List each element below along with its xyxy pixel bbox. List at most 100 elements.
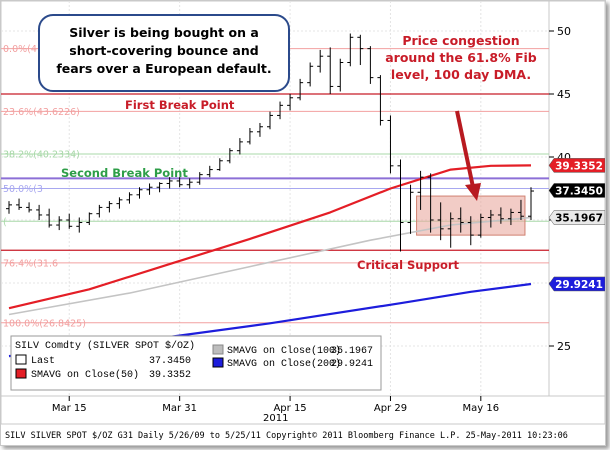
candle (46, 208, 53, 228)
fib-label: 100.0%(26.8425) (3, 318, 86, 329)
legend-label-last: Last (31, 356, 55, 367)
x-tick-label: Apr 15 (273, 403, 306, 414)
candle (186, 178, 193, 189)
candle (377, 75, 384, 126)
candle (277, 101, 284, 120)
candle (417, 170, 424, 210)
candle (156, 182, 163, 193)
congestion-arrow (455, 110, 475, 188)
candle (467, 216, 474, 246)
y-tick-label: 50 (557, 25, 571, 38)
candle (166, 177, 173, 189)
silver-price-chart: 0.0%(4 23.6%(43.6226) 38.2%(40.2334) 50.0%(… (0, 0, 606, 441)
legend-value-sma50: 39.3352 (149, 370, 191, 381)
candle (146, 183, 153, 195)
date-axis-panel (0, 395, 606, 425)
candle (176, 177, 183, 188)
legend-swatch-sma200 (212, 357, 224, 368)
candle (297, 78, 304, 101)
legend-value-sma100: 35.1967 (331, 346, 373, 357)
y-tick-label: 45 (557, 88, 571, 101)
candle (397, 159, 404, 252)
fib-label: ( (3, 217, 7, 228)
fib-label: 0.0%(4 (3, 44, 37, 55)
candle (206, 165, 213, 178)
price-axis-panel (548, 0, 606, 397)
candle (367, 46, 374, 84)
candle (196, 172, 203, 185)
price-tags: 39.3352 37.3450 35.1967 29.9241 (548, 158, 606, 292)
candle (387, 115, 394, 174)
legend-title: SILV Comdty (SILVER SPOT $/OZ) (15, 340, 195, 352)
fib-label: 23.6%(43.6226) (3, 107, 80, 118)
x-tick-label: Mar 15 (52, 403, 87, 414)
candle (427, 173, 434, 233)
candle (317, 49, 324, 73)
candle (287, 94, 294, 111)
candle (437, 202, 444, 241)
first-break-label: First Break Point (125, 98, 235, 112)
sma100-line (8, 216, 532, 316)
candle (447, 212, 454, 248)
second-break-label: Second Break Point (61, 166, 188, 180)
candlesticks (6, 33, 534, 252)
candle (126, 192, 133, 204)
fib-label: 38.2%(40.2334) (3, 150, 80, 161)
date-axis-ticks: Mar 15 Mar 31 Apr 15 Apr 29 May 16 (52, 396, 499, 414)
price-tag-label: 29.9241 (555, 279, 603, 291)
candle (6, 201, 12, 214)
x-tick-label: Mar 31 (162, 403, 197, 414)
critical-support-label: Critical Support (357, 258, 460, 272)
price-tag-label: 35.1967 (555, 213, 603, 225)
legend-value-sma200: 29.9241 (331, 359, 373, 370)
legend-swatch-sma100 (212, 344, 224, 355)
candle (327, 47, 334, 94)
candle (116, 197, 123, 209)
candle (226, 148, 233, 164)
candle (36, 204, 43, 220)
x-tick-label: Apr 29 (374, 403, 407, 414)
candle (337, 58, 344, 92)
callout-box (38, 14, 290, 92)
candle (246, 128, 253, 145)
candle (86, 212, 93, 226)
candle (256, 122, 263, 137)
break-lines (1, 93, 549, 251)
candle (76, 217, 83, 233)
y-tick-label: 25 (557, 340, 571, 353)
legend: SILV Comdty (SILVER SPOT $/OZ) Last 37.3… (10, 335, 382, 391)
fib-label: 50.0%(3 (3, 184, 43, 195)
candle (96, 204, 103, 218)
congestion-arrowhead (465, 183, 481, 201)
candle (56, 216, 63, 231)
fib-label: 76.4%(31.6 (3, 258, 58, 269)
price-tag-label: 37.3450 (555, 185, 603, 197)
candle (16, 198, 23, 210)
candle (136, 187, 143, 199)
candle (26, 202, 33, 213)
legend-label-sma50: SMAVG on Close(50) (31, 369, 139, 381)
legend-swatch-sma50 (15, 368, 27, 379)
legend-label-sma200: SMAVG on Close(200) (227, 358, 341, 370)
candle (477, 213, 484, 238)
candle (106, 201, 113, 213)
candle (267, 111, 273, 130)
candle (507, 208, 514, 226)
legend-box (10, 335, 382, 391)
candle (307, 62, 314, 87)
legend-value-last: 37.3450 (149, 356, 191, 367)
sma50-line (8, 164, 532, 310)
candle (347, 33, 354, 67)
congestion-annotation: Price congestion around the 61.8% Fib leve… (385, 33, 537, 82)
candle (66, 213, 73, 229)
candle (517, 199, 524, 220)
x-tick-label: May 16 (463, 403, 500, 414)
x-year-label: 2011 (263, 413, 288, 424)
candle (487, 209, 494, 228)
candle (357, 34, 364, 66)
candle (457, 207, 464, 233)
legend-label-sma100: SMAVG on Close(100) (227, 345, 341, 357)
candle (216, 158, 223, 171)
footer-text: SILV SILVER SPOT $/OZ G31 Daily 5/26/09 … (5, 431, 568, 441)
callout-text: Silver is being bought on a short-coverin… (56, 25, 271, 76)
